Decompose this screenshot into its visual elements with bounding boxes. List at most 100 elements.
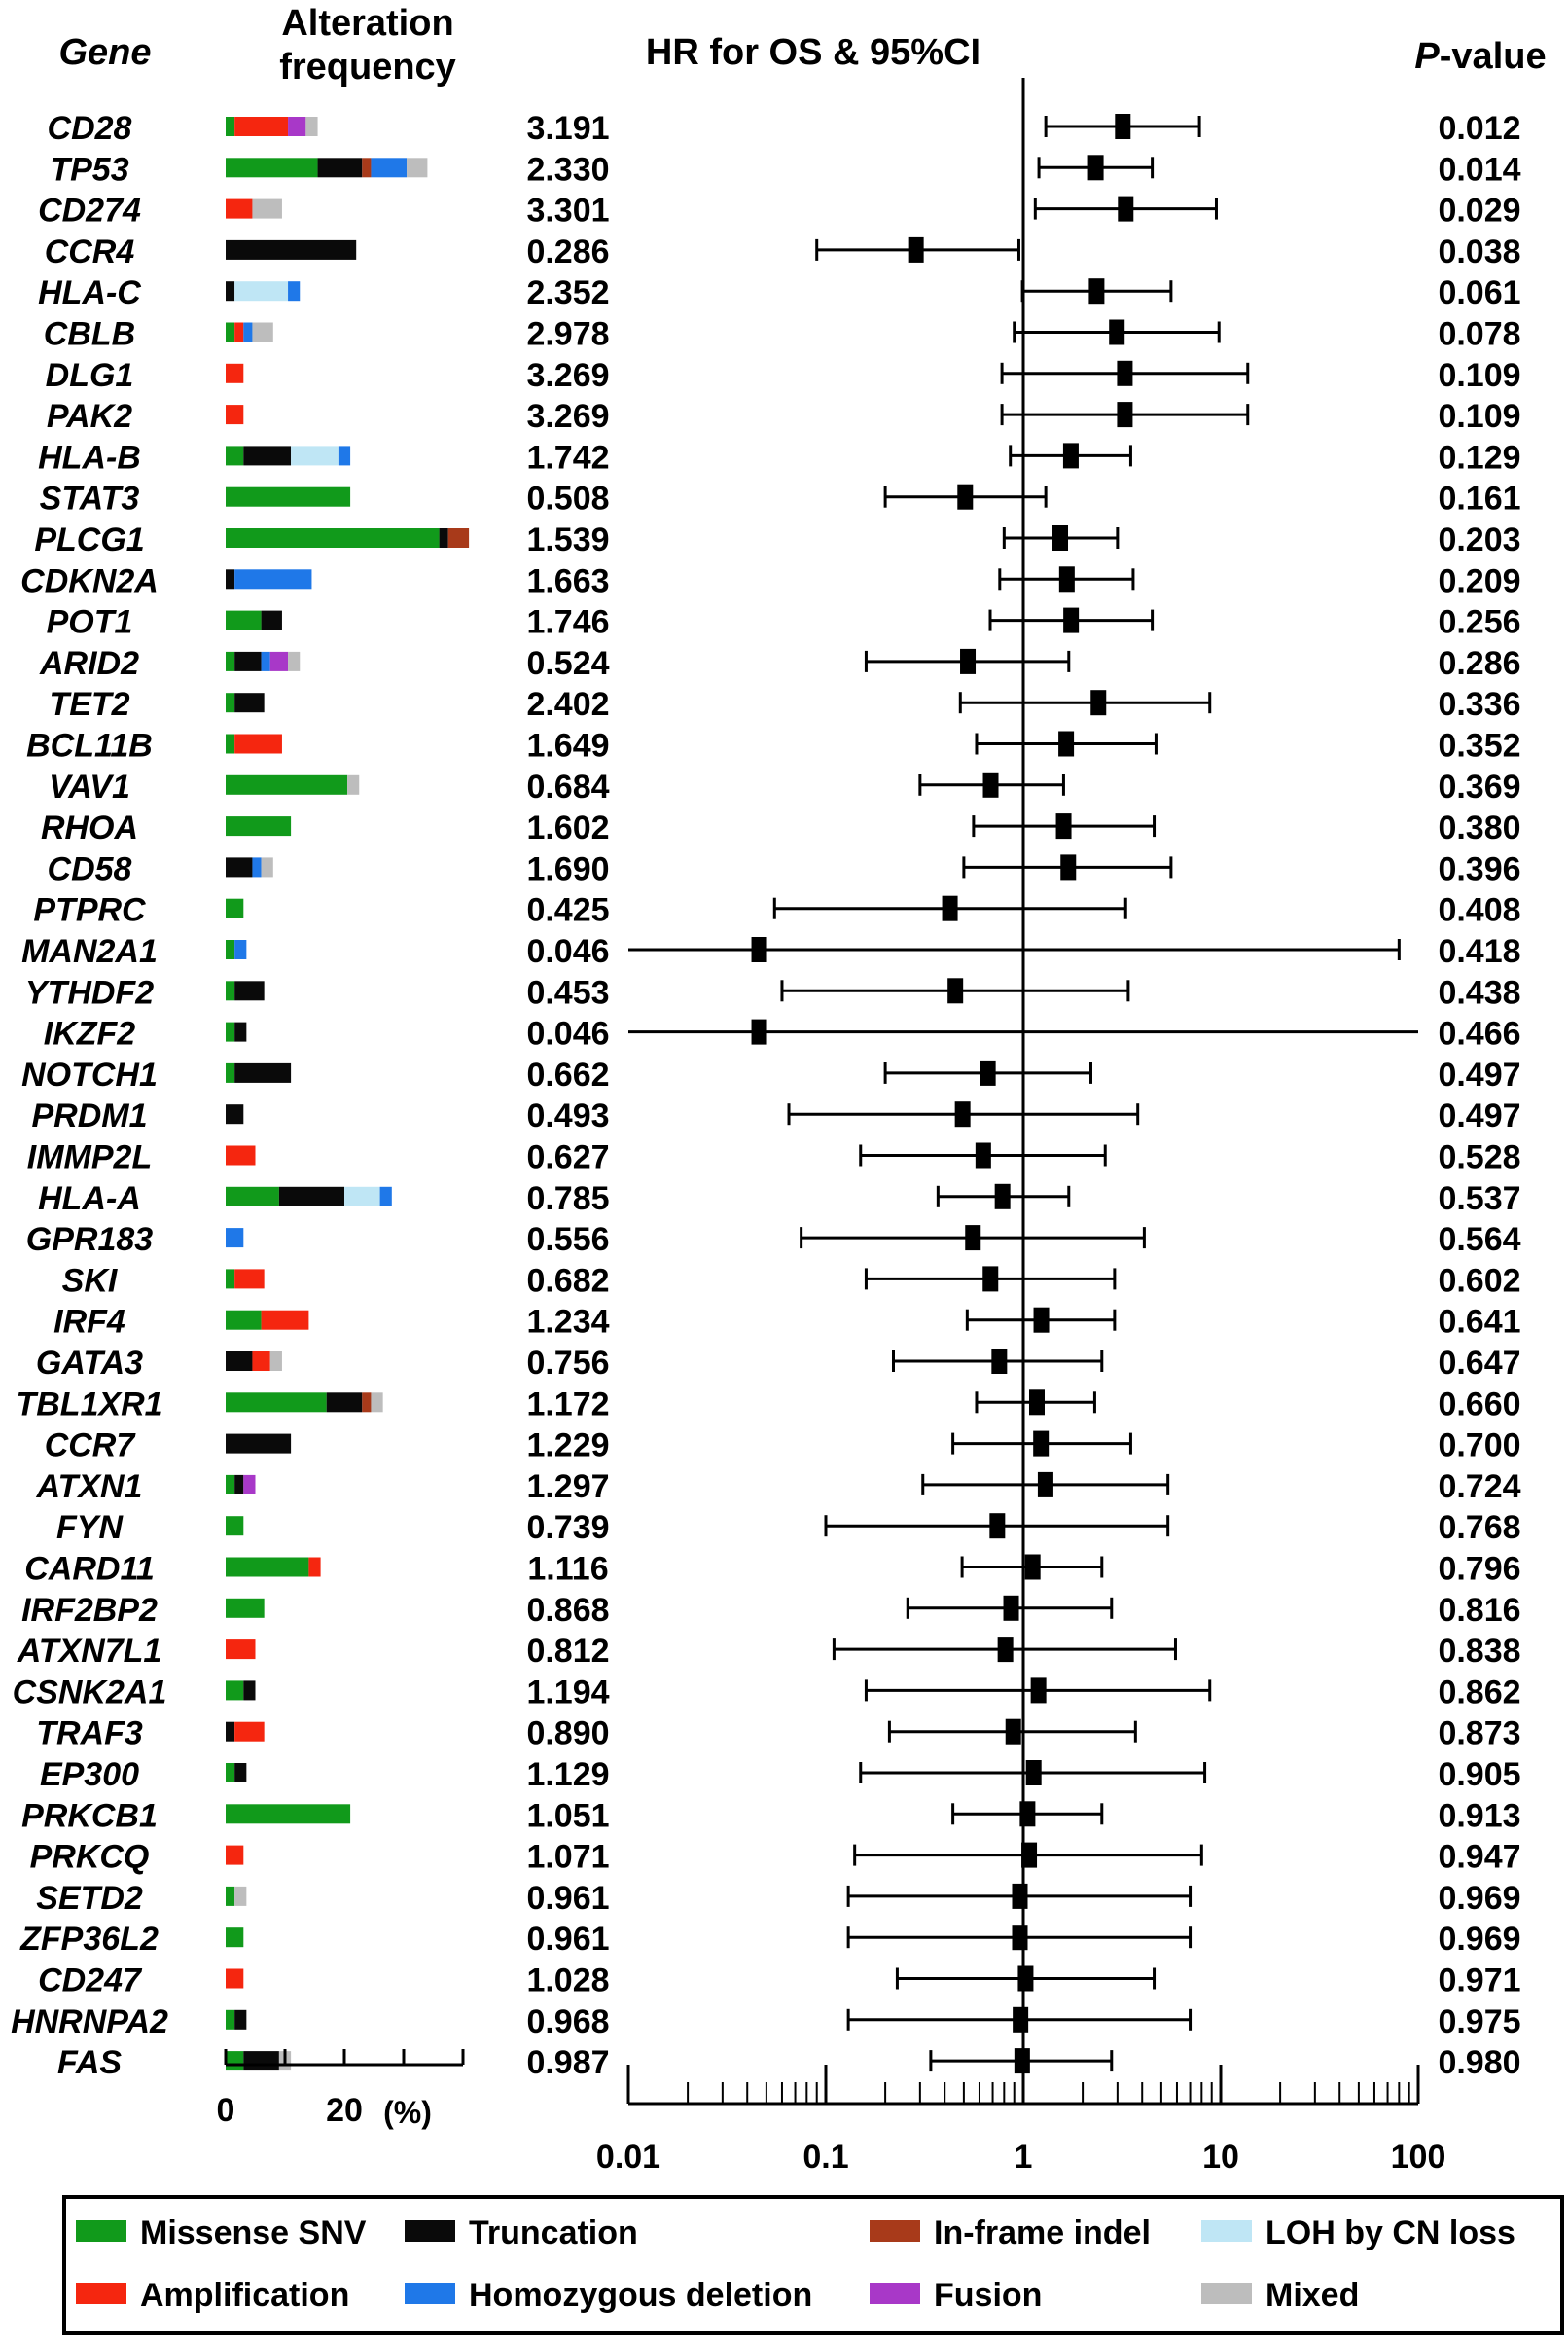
p-value: 0.438 [1438,974,1520,1011]
p-value: 0.947 [1438,1839,1520,1876]
p-value: 0.109 [1438,357,1520,394]
hr-value: 2.330 [526,151,609,188]
hr-tick-label: 0.01 [596,2139,660,2176]
bar-segment-truncation [226,239,357,260]
bar-segment-fusion [288,117,306,136]
hr-value: 3.269 [526,398,609,435]
bar-segment-missense-snv [226,1557,309,1577]
gene-label: CBLB [44,316,135,353]
alteration-bars [226,117,470,2071]
bar-segment-missense-snv [226,1392,327,1413]
bar-segment-homozygous-deletion [288,281,301,302]
hr-value: 1.602 [526,810,609,846]
legend-swatch [870,2283,920,2304]
gene-label: CD28 [48,110,132,147]
hr-value: 0.868 [526,1592,609,1629]
bar-segment-missense-snv [226,1886,235,1906]
hr-value: 0.987 [526,2044,609,2081]
bar-segment-truncation [234,1022,247,1042]
hr-point [1117,360,1133,386]
bar-segment-amplification [308,1557,321,1577]
gene-label: CSNK2A1 [13,1674,167,1710]
p-value: 0.336 [1438,686,1520,723]
freq-tick-label: 20 [326,2092,363,2129]
hr-value: 1.194 [526,1674,609,1710]
bar-segment-missense-snv [226,1062,235,1083]
bar-segment-homozygous-deletion [234,940,247,959]
hr-point [1037,1471,1053,1497]
p-value: 0.873 [1438,1715,1520,1752]
hr-point [751,1019,767,1045]
bar-segment-amplification [234,322,244,342]
p-value: 0.660 [1438,1386,1520,1422]
legend: Missense SNV Truncation In-frame indel LOH … [62,2195,1564,2335]
gene-label: DLG1 [46,357,134,394]
hr-point [997,1637,1014,1663]
gene-labels: CD28 TP53 CD274 CCR4 HLA-C CBLB DLG1 PAK2 HLA-B S… [11,110,168,2081]
bar-segment-homozygous-deletion [243,322,253,342]
hr-value: 1.028 [526,1962,609,1999]
bar-segment-homozygous-deletion [261,651,270,671]
hr-point [1003,1595,1019,1621]
p-value: 0.969 [1438,1921,1520,1958]
hr-tick-label: 10 [1202,2139,1239,2176]
bar-segment-mixed [371,1392,383,1413]
bar-segment-missense-snv [226,734,235,754]
p-value: 0.497 [1438,1098,1520,1134]
bar-segment-loh-by-cn-loss [291,446,339,466]
hr-point [1088,278,1105,305]
bar-segment-homozygous-deletion [234,569,312,590]
p-value: 0.256 [1438,604,1520,641]
bar-segment-missense-snv [226,1680,244,1701]
bar-segment-homozygous-deletion [379,1186,392,1206]
bar-segment-truncation [234,981,265,1001]
hr-point [1118,196,1134,222]
hr-point [1033,1430,1050,1457]
gene-label: YTHDF2 [25,974,154,1011]
legend-swatch [76,2220,126,2242]
hr-value: 0.627 [526,1139,609,1176]
hr-value-labels: 3.191 2.330 3.301 0.286 2.352 2.978 3.269 3.269… [526,110,609,2081]
bar-segment-missense-snv [226,446,244,466]
hr-value: 0.785 [526,1180,609,1217]
bar-segment-missense-snv [226,1022,235,1042]
hr-point [982,1266,999,1292]
gene-label: STAT3 [40,481,140,518]
bar-segment-mixed [234,1886,247,1906]
hr-value: 1.229 [526,1427,609,1464]
bar-segment-homozygous-deletion [252,857,262,878]
bar-segment-amplification [234,1721,265,1742]
p-value: 0.700 [1438,1427,1520,1464]
bar-segment-missense-snv [226,898,244,918]
gene-label: PLCG1 [34,522,144,558]
hr-point [942,895,958,921]
p-value: 0.061 [1438,274,1520,311]
bar-segment-mixed [407,158,428,178]
hr-value: 1.663 [526,562,609,599]
hr-value: 1.539 [526,522,609,558]
gene-label: CCR7 [45,1427,137,1464]
legend-box [62,2195,1564,2335]
pvalue-labels: 0.012 0.014 0.029 0.038 0.061 0.078 0.109 0.109… [1438,110,1520,2081]
hr-value: 1.690 [526,850,609,887]
hr-point [1052,525,1069,551]
p-value: 0.497 [1438,1057,1520,1094]
legend-label: LOH by CN loss [1265,2214,1515,2251]
gene-label: CCR4 [45,234,135,270]
bar-segment-loh-by-cn-loss [344,1186,380,1206]
hr-point [982,772,999,798]
hr-value: 1.746 [526,604,609,641]
hr-point [1025,1760,1042,1785]
bar-segment-missense-snv [226,2009,235,2030]
gene-label: GPR183 [26,1221,153,1258]
hr-value: 0.961 [526,1880,609,1917]
p-value: 0.014 [1438,151,1520,188]
hr-point [1058,731,1075,757]
bar-segment-missense-snv [226,528,440,548]
hr-point [1060,854,1077,881]
bar-segment-missense-snv [226,1763,235,1782]
p-value: 0.602 [1438,1262,1520,1299]
hr-value: 1.051 [526,1797,609,1834]
hr-value: 0.812 [526,1633,609,1670]
hr-point [1062,443,1079,469]
